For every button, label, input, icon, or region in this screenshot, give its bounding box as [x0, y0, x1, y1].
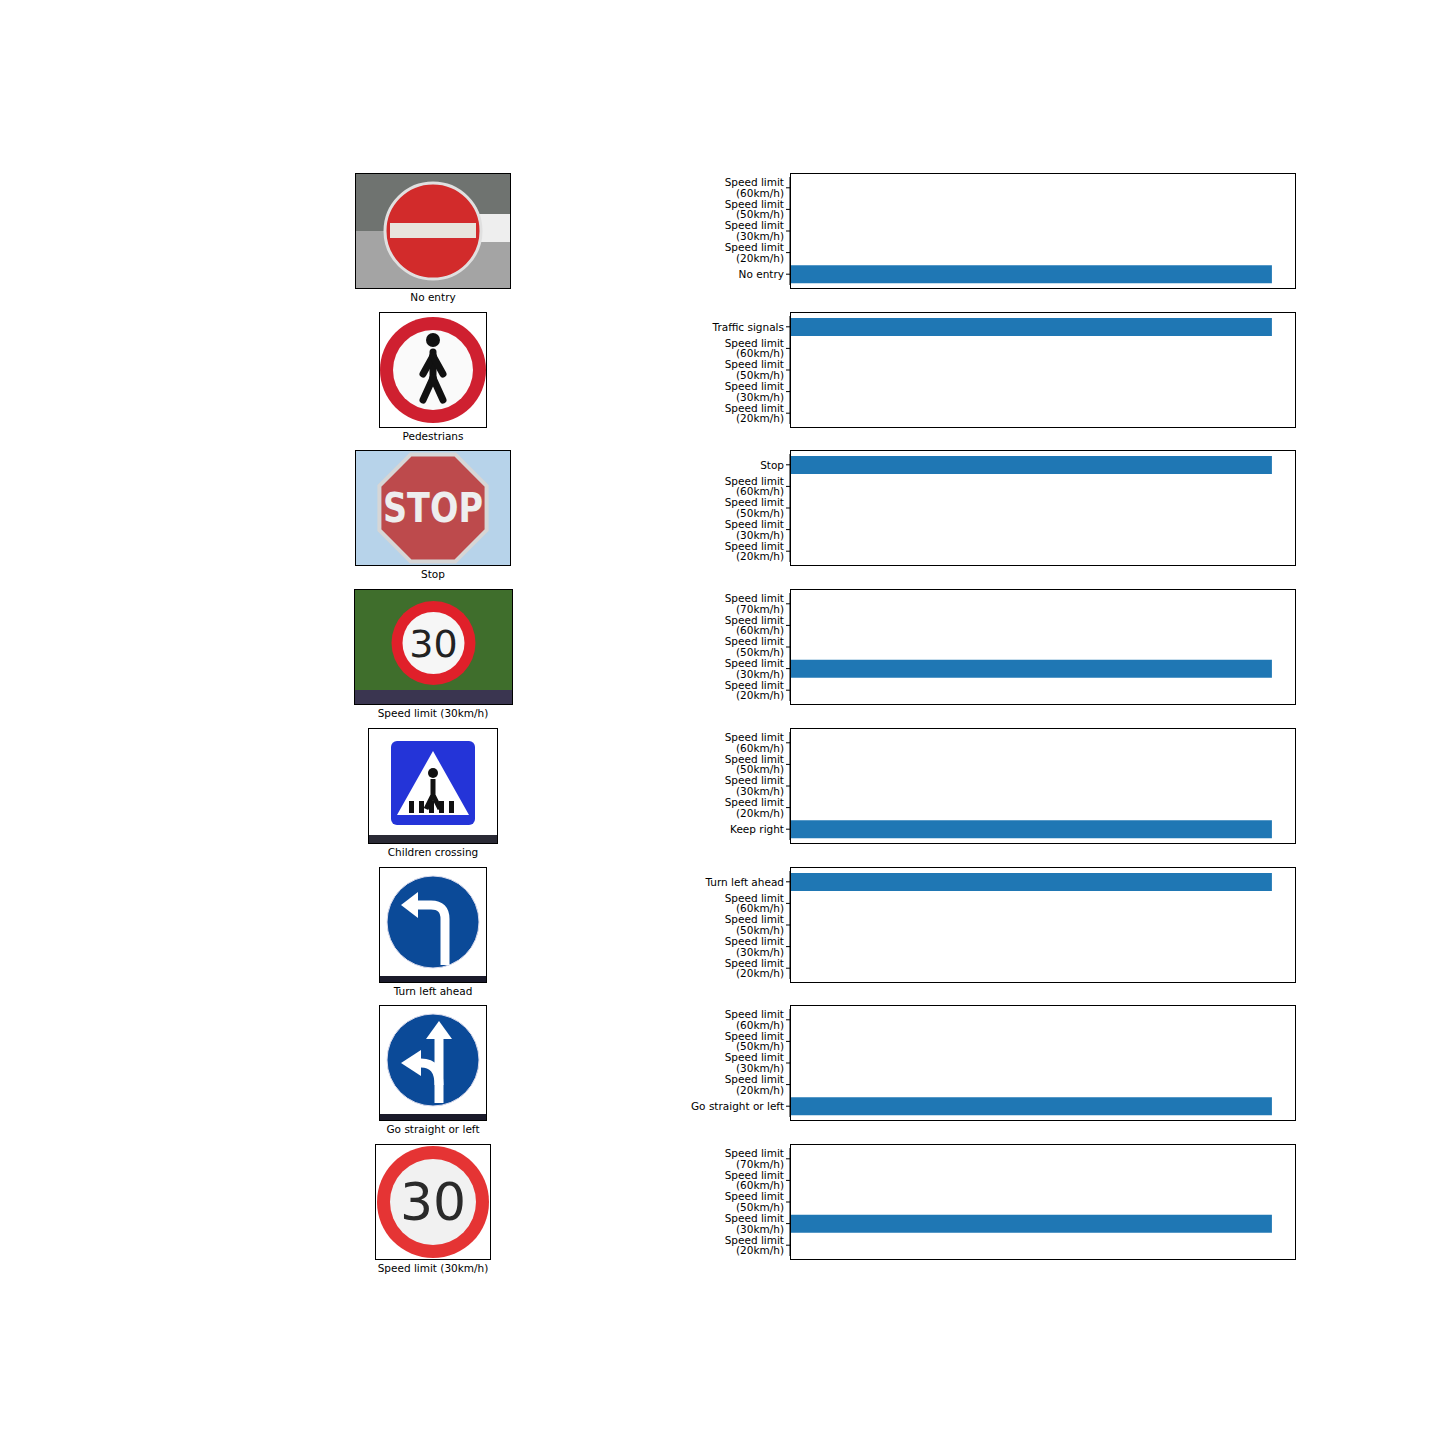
svg-text:Speed limit(30km/h): Speed limit(30km/h) — [725, 380, 784, 403]
svg-text:Speed limit(20km/h): Speed limit(20km/h) — [725, 796, 784, 819]
svg-text:Speed limit(70km/h): Speed limit(70km/h) — [725, 592, 784, 615]
svg-text:Speed limit(20km/h): Speed limit(20km/h) — [725, 402, 784, 425]
svg-text:Speed limit(50km/h): Speed limit(50km/h) — [725, 198, 784, 221]
svg-text:Turn left ahead: Turn left ahead — [704, 876, 784, 888]
svg-text:Speed limit(30km/h): Speed limit(30km/h) — [725, 1051, 784, 1074]
html-text:Go straight or left: Go straight or left — [386, 1123, 480, 1135]
html-text:Turn left ahead: Turn left ahead — [393, 985, 473, 997]
svg-text:Speed limit(60km/h): Speed limit(60km/h) — [725, 1008, 784, 1030]
html-text:Children crossing: Children crossing — [387, 846, 479, 858]
svg-text:Speed limit(20km/h): Speed limit(20km/h) — [725, 1073, 784, 1096]
svg-text:Speed limit(30km/h): Speed limit(30km/h) — [725, 774, 784, 797]
svg-text:Speed limit(20km/h): Speed limit(20km/h) — [725, 679, 784, 702]
svg-text:Speed limit(50km/h): Speed limit(50km/h) — [725, 1190, 784, 1213]
svg-text:Speed limit(60km/h): Speed limit(60km/h) — [725, 337, 784, 360]
svg-text:No entry: No entry — [739, 268, 784, 280]
svg-text:Speed limit(60km/h): Speed limit(60km/h) — [725, 176, 784, 199]
html-text:Stop: Stop — [421, 568, 445, 580]
svg-text:Speed limit(60km/h): Speed limit(60km/h) — [725, 614, 784, 637]
svg-text:Speed limit(30km/h): Speed limit(30km/h) — [725, 935, 784, 958]
svg-text:Speed limit(30km/h): Speed limit(30km/h) — [725, 657, 784, 680]
svg-text:Speed limit(20km/h): Speed limit(20km/h) — [725, 957, 784, 980]
svg-text:Speed limit(60km/h): Speed limit(60km/h) — [725, 731, 784, 754]
svg-text:Speed limit(30km/h): Speed limit(30km/h) — [725, 1212, 784, 1235]
svg-text:Speed limit(30km/h): Speed limit(30km/h) — [725, 518, 784, 541]
svg-text:30: 30 — [400, 1172, 466, 1232]
html-text:No entry: No entry — [410, 291, 456, 303]
svg-text:Speed limit(60km/h): Speed limit(60km/h) — [725, 892, 784, 915]
svg-text:STOP: STOP — [383, 485, 483, 531]
svg-text:Stop: Stop — [760, 459, 784, 471]
svg-text:Speed limit(50km/h): Speed limit(50km/h) — [725, 496, 784, 518]
svg-text:Speed limit(60km/h): Speed limit(60km/h) — [725, 1169, 784, 1192]
html-text:Speed limit (30km/h): Speed limit (30km/h) — [377, 707, 489, 719]
svg-text:Speed limit(50km/h): Speed limit(50km/h) — [725, 753, 784, 776]
svg-text:Traffic signals: Traffic signals — [712, 321, 784, 333]
svg-text:Speed limit(50km/h): Speed limit(50km/h) — [725, 1030, 784, 1053]
svg-text:Speed limit(20km/h): Speed limit(20km/h) — [725, 1234, 784, 1257]
svg-text:Go straight or left: Go straight or left — [691, 1100, 784, 1112]
svg-text:Keep right: Keep right — [730, 823, 784, 835]
svg-text:Speed limit(50km/h): Speed limit(50km/h) — [725, 358, 784, 381]
svg-text:Speed limit(50km/h): Speed limit(50km/h) — [725, 635, 784, 658]
html-text:Speed limit (30km/h): Speed limit (30km/h) — [377, 1262, 489, 1274]
svg-text:Speed limit(30km/h): Speed limit(30km/h) — [725, 219, 784, 242]
svg-text:Speed limit(50km/h): Speed limit(50km/h) — [725, 913, 784, 936]
svg-text:Speed limit(60km/h): Speed limit(60km/h) — [725, 475, 784, 498]
svg-text:Speed limit(70km/h): Speed limit(70km/h) — [725, 1147, 784, 1170]
svg-text:Speed limit(20km/h): Speed limit(20km/h) — [725, 241, 784, 264]
svg-text:30: 30 — [409, 622, 457, 666]
svg-text:Speed limit(20km/h): Speed limit(20km/h) — [725, 540, 784, 563]
html-text:Pedestrians: Pedestrians — [402, 430, 464, 442]
